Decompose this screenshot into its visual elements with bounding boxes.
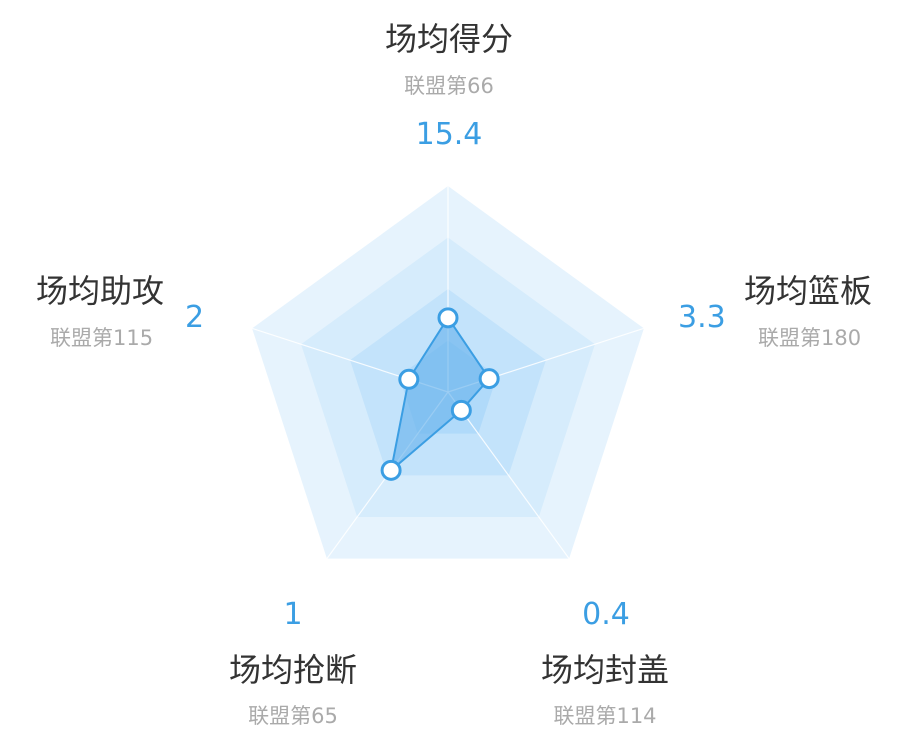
axis-rank-points: 联盟第66 [404,74,494,98]
axis-value-assists: 2 [185,300,205,335]
axis-rank-blocks: 联盟第114 [553,704,657,728]
axis-value-steals: 1 [283,597,303,632]
radar-spoke-blocks [447,391,570,560]
radar-point-assists [398,368,420,390]
axis-title-rebounds: 场均篮板 [744,272,873,310]
axis-rank-steals: 联盟第65 [248,704,338,728]
axis-title-assists: 场均助攻 [36,272,165,310]
axis-rank-assists: 联盟第115 [50,326,154,350]
axis-value-rebounds: 3.3 [678,300,726,335]
radar-point-points [437,307,459,329]
axis-rank-rebounds: 联盟第180 [758,326,862,350]
axis-title-points: 场均得分 [384,20,514,58]
radar-point-blocks [450,399,472,421]
radar-point-steals [380,459,402,481]
axis-title-steals: 场均抢断 [228,651,358,689]
axis-value-blocks: 0.4 [582,597,630,632]
axis-title-blocks: 场均封盖 [540,651,670,689]
radar-series-area [390,316,491,472]
axis-value-points: 15.4 [415,117,483,152]
radar-point-rebounds [478,368,500,390]
